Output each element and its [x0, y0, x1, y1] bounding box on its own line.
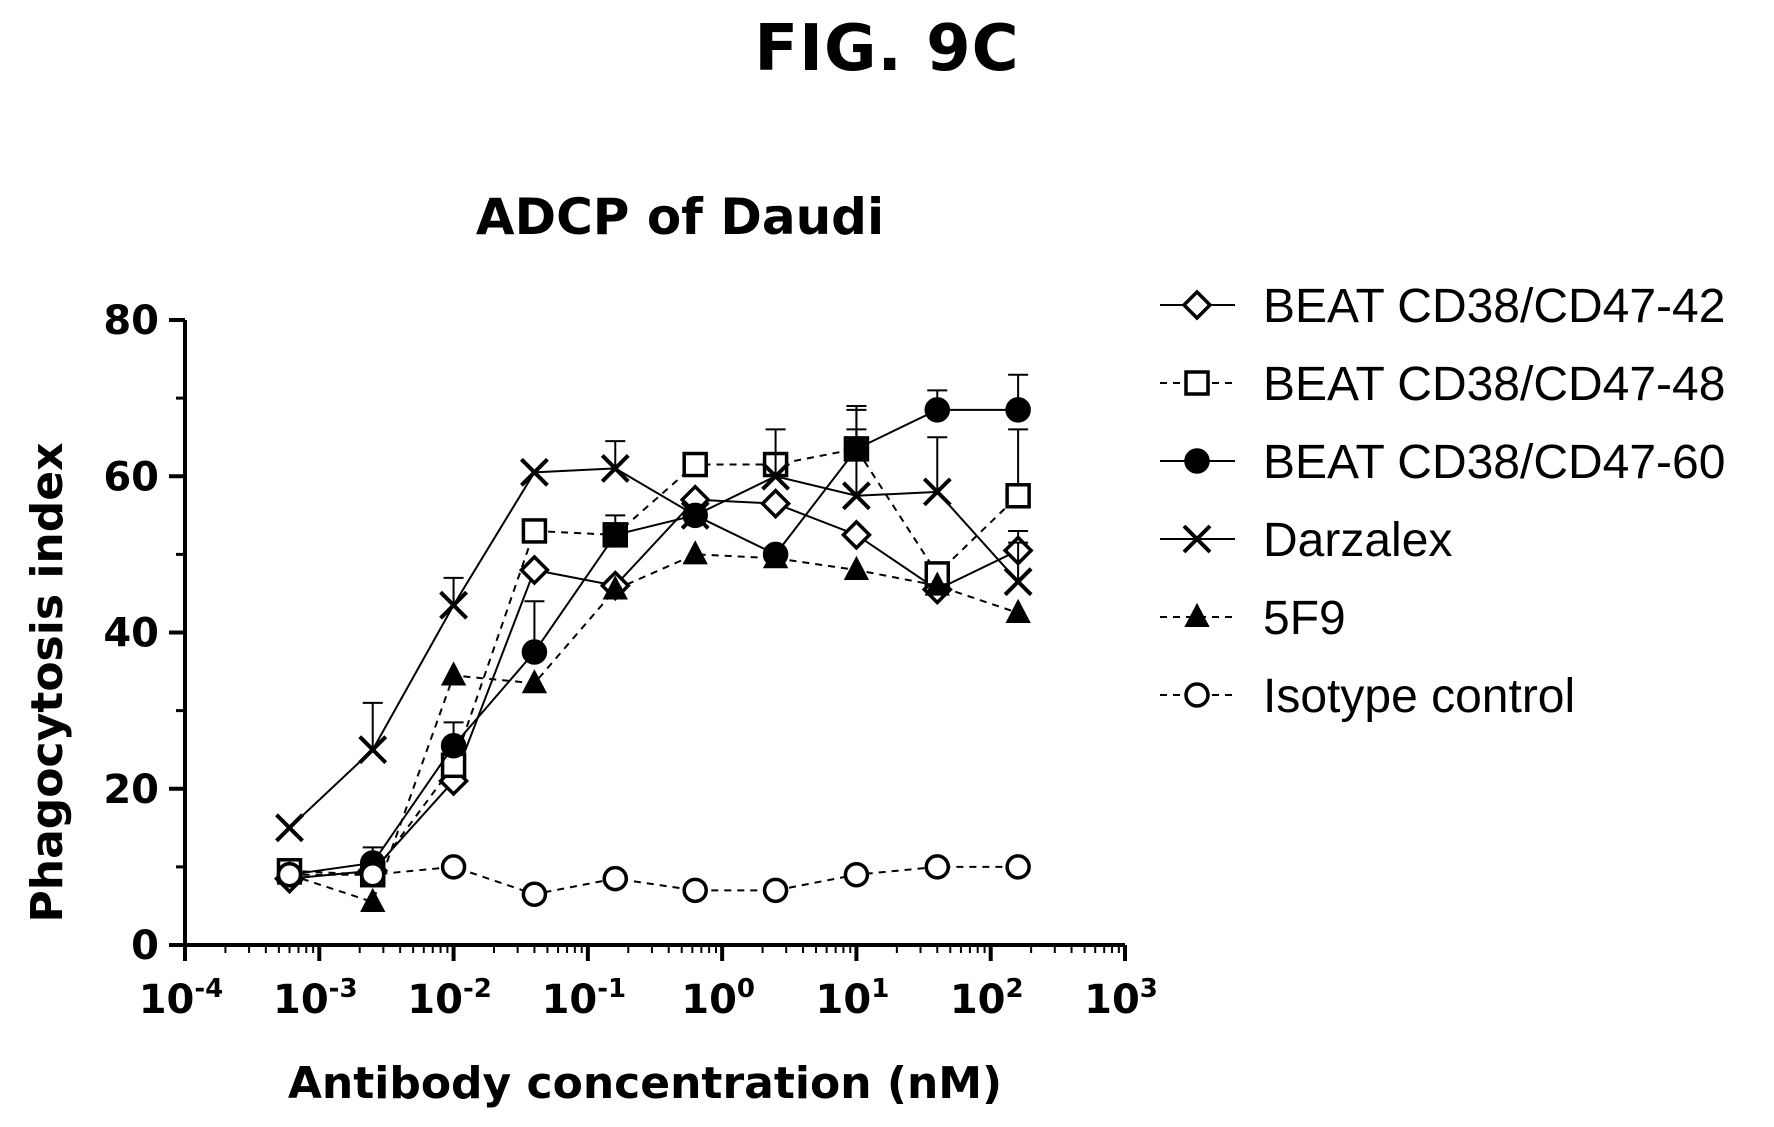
data-point	[518, 554, 550, 586]
data-point	[843, 861, 870, 888]
data-point	[924, 397, 951, 423]
series-line	[289, 553, 1019, 904]
legend-label: BEAT CD38/CD47-60	[1263, 436, 1725, 489]
series-line	[288, 467, 1019, 829]
data-point	[924, 571, 950, 596]
series-beat-cd38-cd47-42	[274, 484, 1034, 895]
x-tick-label: 10-4	[139, 974, 224, 1023]
data-point	[359, 861, 386, 888]
legend-marker	[1181, 289, 1213, 321]
legend-marker	[1182, 524, 1212, 554]
data-point	[602, 865, 629, 892]
data-point	[1005, 598, 1031, 623]
data-point	[276, 861, 303, 888]
figure-label: FIG. 9C	[754, 12, 1020, 86]
legend-item: BEAT CD38/CD47-42	[1160, 280, 1725, 333]
data-point	[360, 887, 386, 913]
series-line	[289, 865, 1019, 896]
legend-item: BEAT CD38/CD47-60	[1160, 436, 1725, 489]
legend-label: BEAT CD38/CD47-48	[1263, 358, 1725, 411]
x-tick-label: 101	[816, 974, 890, 1023]
y-tick-label: 80	[103, 298, 159, 344]
series-line	[289, 498, 1019, 880]
data-point	[840, 519, 872, 551]
data-point	[1005, 483, 1031, 509]
data-point	[1005, 854, 1031, 880]
data-point	[682, 877, 708, 904]
data-point	[521, 669, 548, 694]
legend-label: Darzalex	[1263, 514, 1452, 567]
data-point	[521, 881, 548, 907]
x-tick-label: 10-3	[273, 974, 358, 1023]
data-point	[440, 854, 467, 880]
legend-label: 5F9	[1263, 592, 1346, 645]
data-point	[521, 639, 548, 665]
data-point	[682, 540, 708, 565]
y-axis-title: Phagocytosis index	[22, 443, 73, 923]
data-point	[680, 500, 710, 530]
data-point	[358, 735, 388, 765]
legend-item: 5F9	[1160, 592, 1346, 645]
legend-label: BEAT CD38/CD47-42	[1263, 280, 1725, 333]
data-point	[600, 454, 630, 483]
x-tick-label: 10-1	[542, 974, 627, 1023]
data-point	[924, 854, 951, 880]
data-point	[1003, 567, 1033, 597]
data-point	[842, 481, 871, 511]
series-line	[289, 408, 1019, 876]
x-tick-label: 100	[681, 974, 755, 1023]
plot-area	[274, 373, 1034, 913]
series-darzalex	[275, 428, 1033, 843]
series-line	[289, 447, 1019, 876]
series-beat-cd38-cd47-60	[276, 373, 1031, 888]
x-tick-label: 102	[950, 974, 1024, 1023]
data-point	[760, 488, 792, 520]
axes: 0 20 40 60 80 10-4 10-3 10-2 10-1 100 101 102 103 Ant…	[22, 298, 1158, 1109]
data-point	[1005, 397, 1031, 423]
series-isotype-control	[276, 854, 1031, 907]
data-point	[275, 813, 304, 843]
data-point	[439, 590, 468, 620]
x-tick-label: 103	[1084, 974, 1158, 1023]
data-point	[762, 544, 789, 569]
legend-item: Darzalex	[1160, 514, 1452, 567]
legend-marker	[1184, 602, 1210, 627]
legend-label: Isotype control	[1263, 670, 1575, 723]
chart-title: ADCP of Daudi	[475, 188, 885, 246]
data-point	[520, 457, 549, 487]
data-point	[440, 661, 467, 686]
x-tick-label: 10-2	[407, 974, 492, 1023]
series-beat-cd38-cd47-48	[276, 408, 1031, 888]
y-tick-label: 0	[131, 923, 159, 969]
legend-item: BEAT CD38/CD47-48	[1160, 358, 1725, 411]
legend-marker	[1184, 682, 1210, 708]
y-tick-label: 40	[103, 611, 159, 657]
data-point	[682, 451, 708, 478]
legend-marker	[1184, 370, 1210, 396]
x-axis-title: Antibody concentration (nM)	[288, 1058, 1002, 1109]
legend-marker	[1184, 448, 1210, 474]
data-point	[440, 733, 467, 759]
series-5f9	[276, 540, 1031, 913]
data-point	[761, 461, 790, 491]
data-point	[843, 555, 870, 580]
data-point	[521, 518, 548, 544]
y-tick-label: 20	[103, 767, 159, 813]
data-point	[922, 477, 952, 507]
data-point	[602, 575, 628, 600]
legend-item: Isotype control	[1160, 670, 1575, 723]
legend: BEAT CD38/CD47-42 BEAT CD38/CD47-48 BEAT C…	[1160, 280, 1725, 723]
data-point	[602, 522, 629, 548]
y-tick-label: 60	[103, 454, 159, 500]
data-point	[762, 877, 789, 904]
